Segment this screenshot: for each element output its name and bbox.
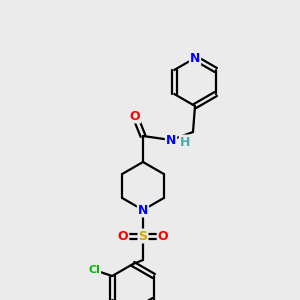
Text: N: N (138, 203, 148, 217)
Text: S: S (139, 230, 148, 242)
Text: N: N (190, 52, 200, 64)
Text: Cl: Cl (88, 265, 100, 275)
Text: O: O (118, 230, 128, 242)
Text: O: O (158, 230, 168, 242)
Text: H: H (180, 136, 190, 148)
Text: O: O (130, 110, 140, 122)
Text: N: N (166, 134, 176, 146)
